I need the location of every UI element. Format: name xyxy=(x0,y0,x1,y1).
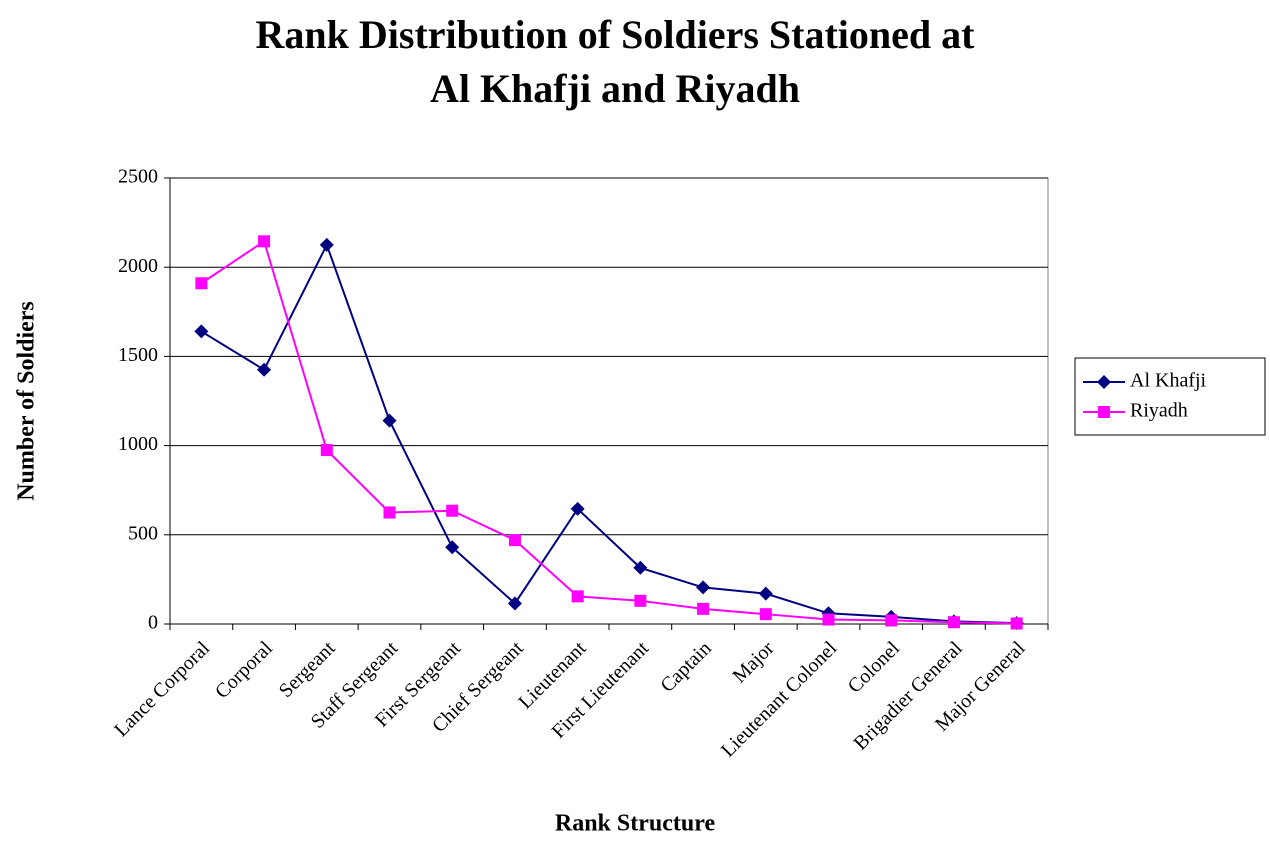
marker xyxy=(258,235,271,248)
legend-label: Riyadh xyxy=(1130,400,1188,422)
marker xyxy=(445,540,460,555)
y-tick-label: 0 xyxy=(148,612,158,634)
marker xyxy=(446,504,459,517)
marker xyxy=(320,444,333,457)
marker xyxy=(257,362,272,377)
marker xyxy=(697,602,710,615)
y-tick-label: 1000 xyxy=(118,433,158,455)
marker xyxy=(759,608,772,621)
y-tick-label: 1500 xyxy=(118,344,158,366)
x-tick-label: Major xyxy=(728,637,778,687)
marker xyxy=(508,534,521,547)
x-tick-label: Sergeant xyxy=(275,637,340,702)
marker xyxy=(571,590,584,603)
x-tick-label: Corporal xyxy=(211,637,277,703)
x-tick-label: Lance Corporal xyxy=(110,637,214,741)
marker xyxy=(885,614,898,627)
x-tick-label: Brigadier General xyxy=(849,637,967,755)
marker xyxy=(383,506,396,519)
marker xyxy=(822,613,835,626)
chart-title: Rank Distribution of Soldiers Stationed … xyxy=(255,12,975,111)
plot-frame xyxy=(169,177,1049,625)
y-tick-label: 2000 xyxy=(118,255,158,277)
marker xyxy=(570,501,585,516)
legend-box xyxy=(1074,357,1266,436)
legend-label: Al Khafji xyxy=(1130,370,1207,392)
marker xyxy=(696,580,711,595)
marker xyxy=(947,616,960,629)
marker xyxy=(194,324,209,339)
marker xyxy=(1098,406,1110,418)
series-line xyxy=(200,242,1017,625)
x-tick-label: Lieutenant Colonel xyxy=(717,637,842,762)
marker xyxy=(195,277,208,290)
marker xyxy=(319,237,334,252)
marker xyxy=(507,596,522,611)
x-axis-title: Rank Structure xyxy=(555,811,716,837)
y-tick-label: 2500 xyxy=(118,166,158,188)
marker xyxy=(758,586,773,601)
marker xyxy=(633,560,648,575)
x-tick-label: Captain xyxy=(656,637,716,697)
marker xyxy=(634,594,647,607)
x-tick-label: Colonel xyxy=(844,637,905,698)
y-axis-title: Number of Soldiers xyxy=(14,301,40,501)
marker xyxy=(1010,617,1023,630)
marker xyxy=(1097,375,1111,389)
y-tick-label: 500 xyxy=(128,522,158,544)
series-line xyxy=(200,239,1017,625)
marker xyxy=(382,413,397,428)
